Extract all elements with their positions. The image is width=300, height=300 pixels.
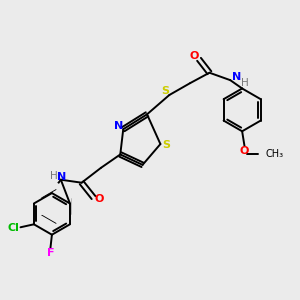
Text: F: F [47,248,54,258]
Text: O: O [240,146,249,157]
Text: N: N [57,172,66,182]
Text: S: S [161,86,169,96]
Text: S: S [162,140,170,150]
Text: H: H [50,171,58,181]
Text: N: N [114,121,123,131]
Text: H: H [241,77,248,88]
Text: O: O [94,194,104,204]
Text: CH₃: CH₃ [266,148,284,159]
Text: Cl: Cl [8,223,20,233]
Text: N: N [232,72,242,82]
Text: O: O [189,51,198,62]
